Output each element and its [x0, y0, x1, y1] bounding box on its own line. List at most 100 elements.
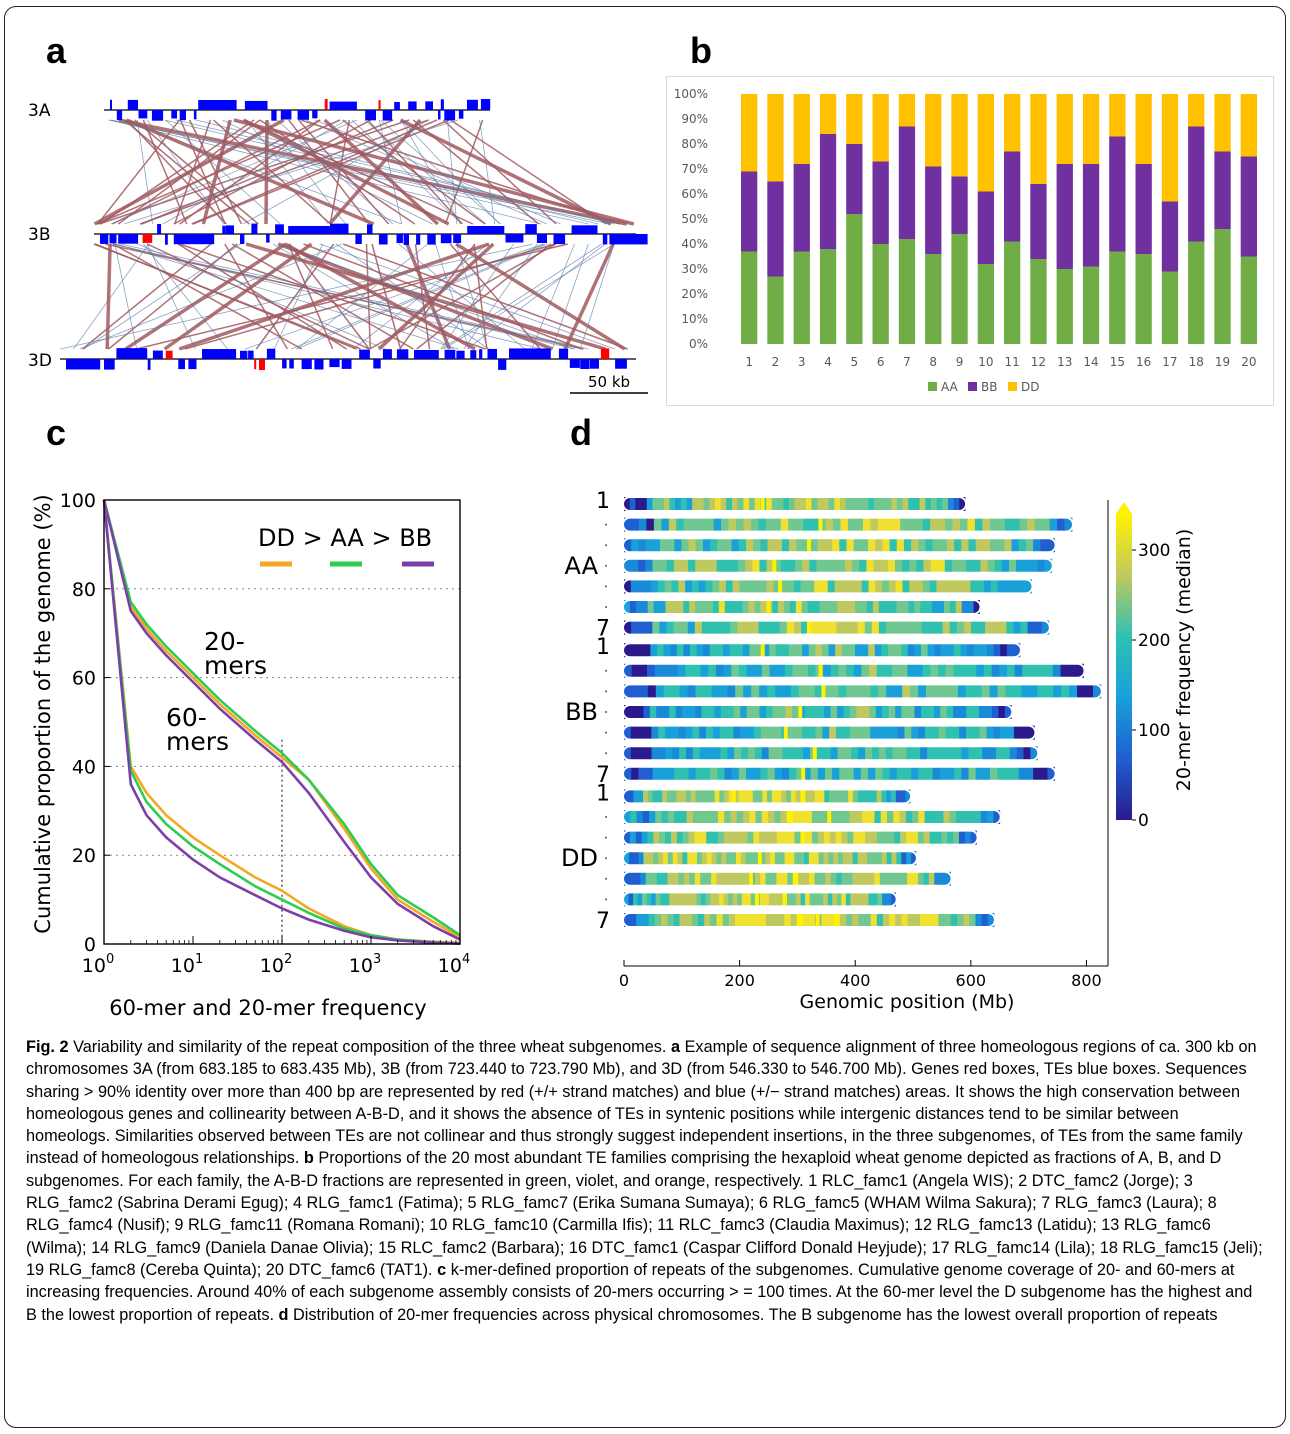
x-tick-label: 600	[956, 971, 987, 990]
te-box	[456, 350, 465, 360]
te-box	[479, 349, 483, 359]
panel-a-letter: a	[46, 30, 67, 71]
bar-DD-1	[741, 94, 758, 172]
caption-body-a: Example of sequence alignment of three h…	[26, 1038, 1257, 1168]
match-plus-minus	[364, 119, 487, 225]
match-plus-plus	[105, 243, 112, 350]
bar-BB-7	[898, 126, 916, 239]
gene-box	[254, 359, 257, 370]
y-tick-label: 20	[72, 845, 96, 867]
te-box	[382, 110, 393, 121]
match-plus-plus	[179, 119, 321, 225]
te-box	[609, 234, 648, 245]
match-plus-minus	[579, 243, 615, 350]
match-plus-minus	[146, 119, 225, 225]
te-box	[467, 225, 505, 234]
centromere	[806, 620, 811, 635]
bar-BB-1	[741, 171, 758, 252]
te-box	[569, 359, 580, 368]
gene-box	[165, 350, 173, 360]
match-plus-plus	[399, 118, 612, 226]
te-box	[173, 234, 215, 245]
match-plus-plus	[191, 119, 438, 225]
bar-BB-11	[1004, 151, 1021, 242]
bar-AA-5	[846, 214, 863, 344]
match-plus-plus	[192, 119, 450, 225]
AA-chrom-first-label: 1	[596, 489, 610, 514]
bar-DD-4	[819, 94, 837, 134]
legend-swatch-AA	[928, 382, 937, 391]
x-tick-label: 20	[1241, 355, 1256, 369]
legend: AA BB DD	[928, 380, 1039, 394]
x-tick-label: 103	[349, 952, 381, 977]
match-plus-minus	[244, 243, 544, 350]
bar-AA-13	[1056, 269, 1073, 344]
centromere	[757, 851, 762, 866]
y-tick-label: 20%	[681, 287, 708, 301]
match-plus-plus	[377, 242, 495, 351]
chromosome-BB-1	[622, 642, 1022, 659]
scale-bar-label: 50 kb	[588, 373, 630, 391]
te-box	[615, 359, 627, 369]
te-box	[202, 349, 237, 359]
te-box	[251, 223, 258, 234]
te-box	[104, 359, 115, 370]
match-plus-plus	[242, 118, 450, 226]
match-plus-plus	[146, 243, 370, 350]
bar-AA-12	[1030, 259, 1047, 344]
y-tick-label: 60	[72, 668, 96, 690]
match-plus-minus	[440, 243, 514, 350]
centromere	[818, 663, 823, 678]
te-box	[171, 110, 177, 119]
bar-BB-13	[1056, 164, 1073, 269]
colorbar-tick-label: 0	[1138, 811, 1149, 831]
x-axis: 0 200 400 600 800	[619, 500, 1109, 990]
y-tick-label: 30%	[681, 262, 708, 276]
te-box	[118, 234, 139, 244]
bar-BB-9	[951, 176, 968, 234]
x-tick-label: 102	[260, 952, 292, 977]
te-box	[312, 110, 318, 119]
chromosome-rows	[622, 496, 1103, 928]
y-tick-label: 0	[84, 934, 96, 956]
match-plus-minus	[222, 119, 433, 225]
centromere	[818, 517, 823, 532]
figure-frame	[4, 6, 1286, 1428]
centromere	[749, 871, 754, 886]
gene-box	[259, 359, 265, 370]
match-plus-plus	[134, 119, 259, 225]
x-tick-label: 10	[978, 355, 993, 369]
colorbar-arrow	[1116, 502, 1132, 514]
panel-b-letter: b	[690, 30, 712, 71]
x-tick-label: 0	[619, 971, 629, 990]
match-plus-minus	[109, 119, 542, 225]
AA-chrom-last-label: 7	[596, 617, 610, 642]
x-tick-label: 400	[840, 971, 871, 990]
bar-BB-20	[1240, 156, 1257, 257]
x-tick-label: 4	[824, 355, 832, 369]
x-tick-label: 9	[956, 355, 964, 369]
bar-AA-8	[925, 254, 942, 344]
te-box	[165, 234, 168, 245]
match-plus-minus	[466, 243, 606, 350]
caption-body-b: Proportions of the 20 most abundant TE f…	[26, 1149, 1263, 1279]
x-tick-label: 200	[724, 971, 755, 990]
bar-BB-10	[977, 191, 994, 264]
bar-DD-9	[951, 94, 968, 177]
bar-AA-4	[819, 249, 837, 344]
te-box	[282, 359, 287, 369]
match-plus-minus	[73, 243, 150, 350]
bar-BB-15	[1109, 136, 1126, 252]
caption-label-c: c	[437, 1260, 447, 1279]
match-plus-minus	[143, 243, 228, 350]
match-plus-minus	[162, 119, 347, 225]
chromosome-BB-3	[622, 683, 1103, 700]
bar-DD-15	[1109, 94, 1126, 137]
te-box	[416, 234, 421, 245]
x-tick-label: 104	[438, 952, 470, 977]
y-tick-label: 100%	[674, 87, 708, 101]
te-box	[198, 100, 237, 111]
x-tick-label: 101	[171, 952, 203, 977]
chromosome-AA-1	[622, 496, 968, 512]
